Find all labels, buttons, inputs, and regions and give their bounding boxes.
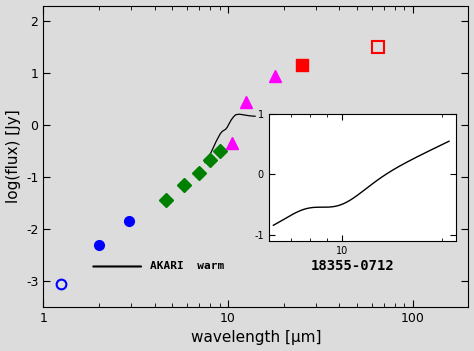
X-axis label: wavelength [μm]: wavelength [μm] <box>191 330 321 345</box>
Y-axis label: log(flux) [Jy]: log(flux) [Jy] <box>6 110 20 203</box>
Text: 18355-0712: 18355-0712 <box>310 259 394 273</box>
Text: AKARI  warm: AKARI warm <box>150 261 225 271</box>
